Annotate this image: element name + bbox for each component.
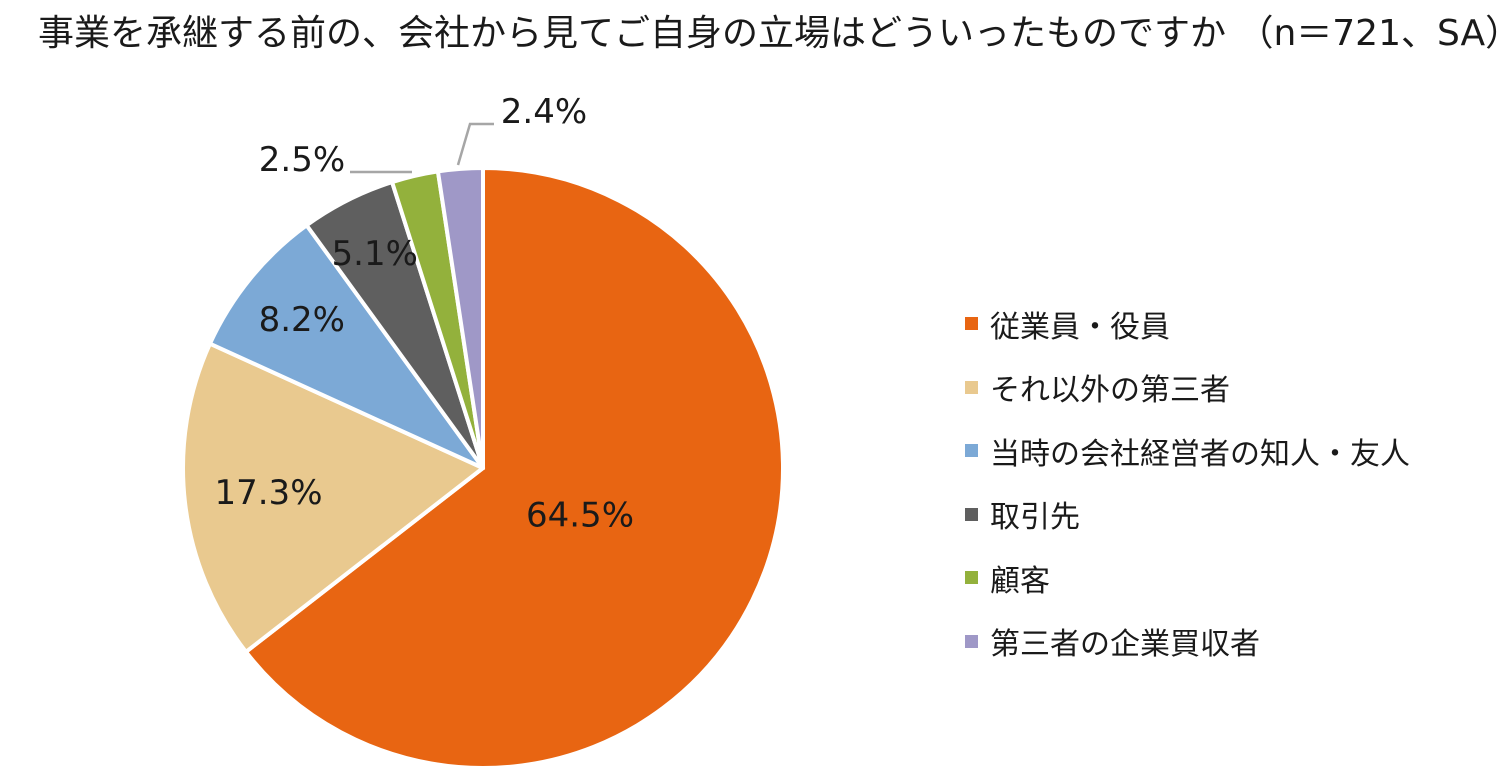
leader-lines <box>350 122 494 174</box>
legend-label: 第三者の企業買収者 <box>990 627 1260 663</box>
slice-label: 5.1% <box>332 234 418 274</box>
pie-slice <box>435 165 485 470</box>
legend-swatch <box>965 571 978 585</box>
slice-label: 64.5% <box>526 496 634 536</box>
legend-item-employee: 従業員・役員 <box>965 292 1410 356</box>
legend-item-other-third-party: それ以外の第三者 <box>965 356 1410 420</box>
pie-slice <box>243 166 785 770</box>
legend-label: 従業員・役員 <box>990 309 1170 345</box>
legend-label: 当時の会社経営者の知人・友人 <box>990 436 1410 472</box>
legend: 従業員・役員 それ以外の第三者 当時の会社経営者の知人・友人 取引先 顧客 第三… <box>965 292 1410 673</box>
pie-slice <box>181 341 485 654</box>
legend-swatch <box>965 634 978 648</box>
legend-label: それ以外の第三者 <box>990 373 1230 409</box>
pie-slice <box>207 223 485 470</box>
legend-item-acquirer: 第三者の企業買収者 <box>965 610 1410 674</box>
legend-swatch <box>965 317 978 331</box>
legend-label: 顧客 <box>990 563 1050 599</box>
legend-item-business-partner: 取引先 <box>965 483 1410 547</box>
slice-label: 2.4% <box>501 92 587 132</box>
leader-line <box>456 122 494 166</box>
legend-swatch <box>965 507 978 521</box>
legend-label: 取引先 <box>990 500 1080 536</box>
legend-swatch <box>965 380 978 394</box>
legend-item-customer: 顧客 <box>965 546 1410 610</box>
slice-label: 17.3% <box>214 473 322 513</box>
legend-swatch <box>965 444 978 458</box>
chart-title: 事業を承継する前の、会社から見てご自身の立場はどういったものですか （n＝721… <box>38 13 1512 54</box>
legend-item-acquaintance: 当時の会社経営者の知人・友人 <box>965 419 1410 483</box>
pie-slices <box>181 165 785 770</box>
slice-label: 8.2% <box>259 300 345 340</box>
slice-label: 2.5% <box>259 140 345 180</box>
data-labels: 64.5% 17.3% 8.2% 5.1% 2.5% 2.4% <box>214 92 634 536</box>
